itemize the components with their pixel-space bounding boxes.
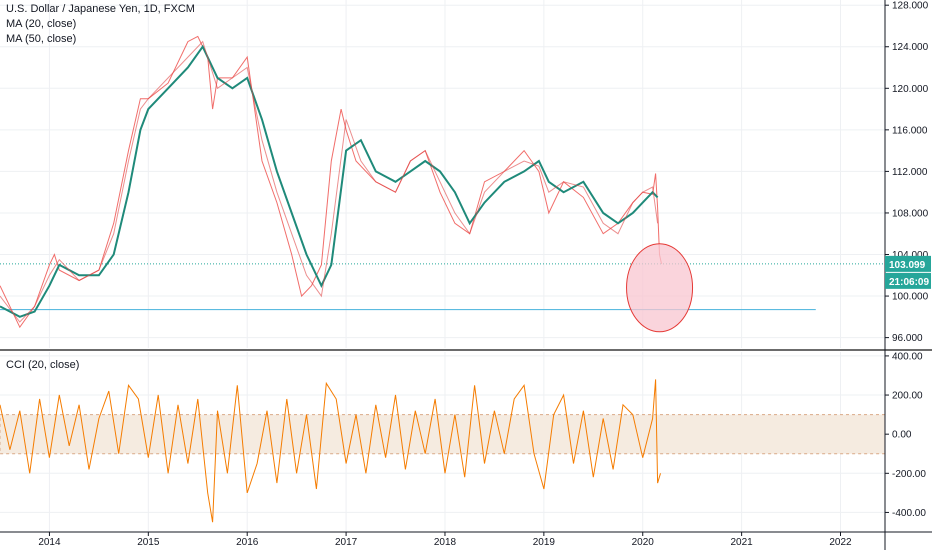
- price-tick-label: 120.000: [892, 84, 929, 95]
- price-tick-label: 128.000: [892, 1, 929, 12]
- ma50-line: [0, 44, 659, 318]
- cci-tick-label: -200.00: [892, 469, 926, 480]
- time-tick-label: 2016: [236, 537, 259, 548]
- cci-tick-label: 0.00: [892, 430, 912, 441]
- cci-axis[interactable]: 400.00 200.00 0.00 -200.00 -400.00: [885, 351, 926, 519]
- time-tick-label: 2020: [632, 537, 655, 548]
- time-tick-label: 2019: [533, 537, 556, 548]
- time-tick-label: 2021: [730, 537, 753, 548]
- ma50-legend[interactable]: MA (50, close): [6, 33, 77, 45]
- cci-pane: [0, 379, 661, 523]
- countdown-badge: 21:06:09: [885, 272, 931, 289]
- ma20-legend[interactable]: MA (20, close): [6, 18, 77, 30]
- price-pane: [0, 0, 886, 532]
- price-tick-label: 112.000: [892, 167, 928, 178]
- cci-tick-label: 400.00: [892, 351, 923, 362]
- time-tick-label: 2014: [38, 537, 61, 548]
- cci-overbought-oversold-band: [0, 414, 886, 455]
- ma20-line: [0, 40, 659, 323]
- time-tick-label: 2017: [335, 537, 358, 548]
- price-axis[interactable]: 128.000 124.000 120.000 116.000 112.000 108.0…: [885, 1, 929, 344]
- cci-line: [0, 379, 661, 523]
- price-badge: 103.099: [885, 255, 931, 272]
- countdown-badge-text: 21:06:09: [889, 277, 929, 288]
- cci-title[interactable]: CCI (20, close): [6, 359, 80, 371]
- time-axis[interactable]: 2014 2015 2016 2017 2018 2019 2020 2021 2022: [38, 532, 852, 548]
- price-tick-label: 100.000: [892, 292, 929, 303]
- price-tick-label: 108.000: [892, 208, 929, 219]
- price-badge-text: 103.099: [889, 260, 926, 271]
- countdown-badge-background: [885, 272, 931, 289]
- highlight-ellipse: [626, 243, 694, 333]
- symbol-title[interactable]: U.S. Dollar / Japanese Yen, 1D, FXCM: [6, 3, 195, 15]
- cci-tick-label: -400.00: [892, 508, 926, 519]
- price-tick-label: 116.000: [892, 125, 928, 136]
- cci-tick-label: 200.00: [892, 391, 923, 402]
- price-tick-label: 124.000: [892, 42, 929, 53]
- time-tick-label: 2018: [434, 537, 457, 548]
- time-tick-label: 2022: [829, 537, 852, 548]
- cci-legend: CCI (20, close): [6, 358, 79, 373]
- price-series-line: [0, 35, 662, 329]
- price-tick-label: 96.000: [892, 333, 923, 344]
- time-tick-label: 2015: [137, 537, 160, 548]
- price-legend: U.S. Dollar / Japanese Yen, 1D, FXCM MA …: [6, 2, 195, 47]
- price-tick-label: 104.000: [892, 250, 929, 261]
- price-badge-background: [885, 255, 931, 272]
